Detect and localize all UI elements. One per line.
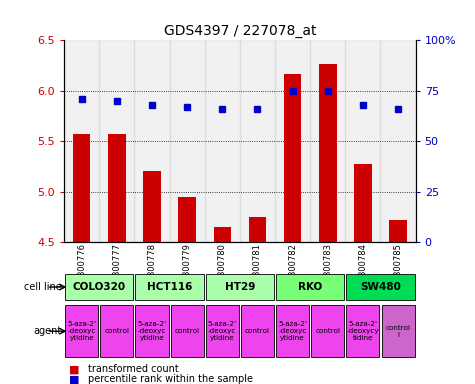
- Bar: [205, 40, 240, 242]
- Bar: [319, 63, 336, 242]
- Bar: [310, 40, 345, 242]
- Text: control: control: [104, 328, 129, 334]
- Bar: [276, 305, 309, 358]
- Text: control: control: [245, 328, 270, 334]
- Bar: [179, 197, 196, 242]
- Bar: [380, 40, 416, 242]
- Bar: [390, 220, 407, 242]
- Text: 5-aza-2'
-deoxycy
tidine: 5-aza-2' -deoxycy tidine: [347, 321, 379, 341]
- Text: transformed count: transformed count: [88, 364, 179, 374]
- Text: RKO: RKO: [298, 282, 323, 292]
- Bar: [206, 274, 274, 300]
- Bar: [171, 305, 204, 358]
- Text: control
l: control l: [386, 325, 410, 338]
- Bar: [381, 305, 415, 358]
- Bar: [346, 305, 380, 358]
- Bar: [240, 40, 275, 242]
- Bar: [354, 164, 371, 242]
- Bar: [143, 171, 161, 242]
- Text: control: control: [315, 328, 340, 334]
- Text: 5-aza-2'
-deoxyc
ytidine: 5-aza-2' -deoxyc ytidine: [208, 321, 237, 341]
- Bar: [345, 40, 380, 242]
- Title: GDS4397 / 227078_at: GDS4397 / 227078_at: [163, 24, 316, 38]
- Text: 5-aza-2'
-deoxyc
ytidine: 5-aza-2' -deoxyc ytidine: [278, 321, 307, 341]
- Bar: [135, 274, 204, 300]
- Bar: [284, 74, 301, 242]
- Text: COLO320: COLO320: [73, 282, 126, 292]
- Text: HCT116: HCT116: [147, 282, 192, 292]
- Text: 5-aza-2'
-deoxyc
ytidine: 5-aza-2' -deoxyc ytidine: [137, 321, 167, 341]
- Bar: [275, 40, 310, 242]
- Bar: [64, 40, 99, 242]
- Bar: [206, 305, 239, 358]
- Bar: [65, 274, 133, 300]
- Bar: [249, 217, 266, 242]
- Text: percentile rank within the sample: percentile rank within the sample: [88, 374, 253, 384]
- Bar: [100, 305, 133, 358]
- Text: ■: ■: [69, 364, 79, 374]
- Text: cell line: cell line: [24, 282, 62, 292]
- Text: agent: agent: [34, 326, 62, 336]
- Bar: [73, 134, 91, 242]
- Text: SW480: SW480: [360, 282, 401, 292]
- Bar: [346, 274, 415, 300]
- Bar: [276, 274, 344, 300]
- Bar: [241, 305, 274, 358]
- Bar: [108, 134, 125, 242]
- Bar: [213, 227, 231, 242]
- Text: 5-aza-2'
-deoxyc
ytidine: 5-aza-2' -deoxyc ytidine: [67, 321, 96, 341]
- Bar: [135, 305, 169, 358]
- Bar: [170, 40, 205, 242]
- Bar: [65, 305, 98, 358]
- Bar: [311, 305, 344, 358]
- Bar: [134, 40, 170, 242]
- Text: control: control: [175, 328, 199, 334]
- Text: ■: ■: [69, 374, 79, 384]
- Bar: [99, 40, 134, 242]
- Text: HT29: HT29: [225, 282, 255, 292]
